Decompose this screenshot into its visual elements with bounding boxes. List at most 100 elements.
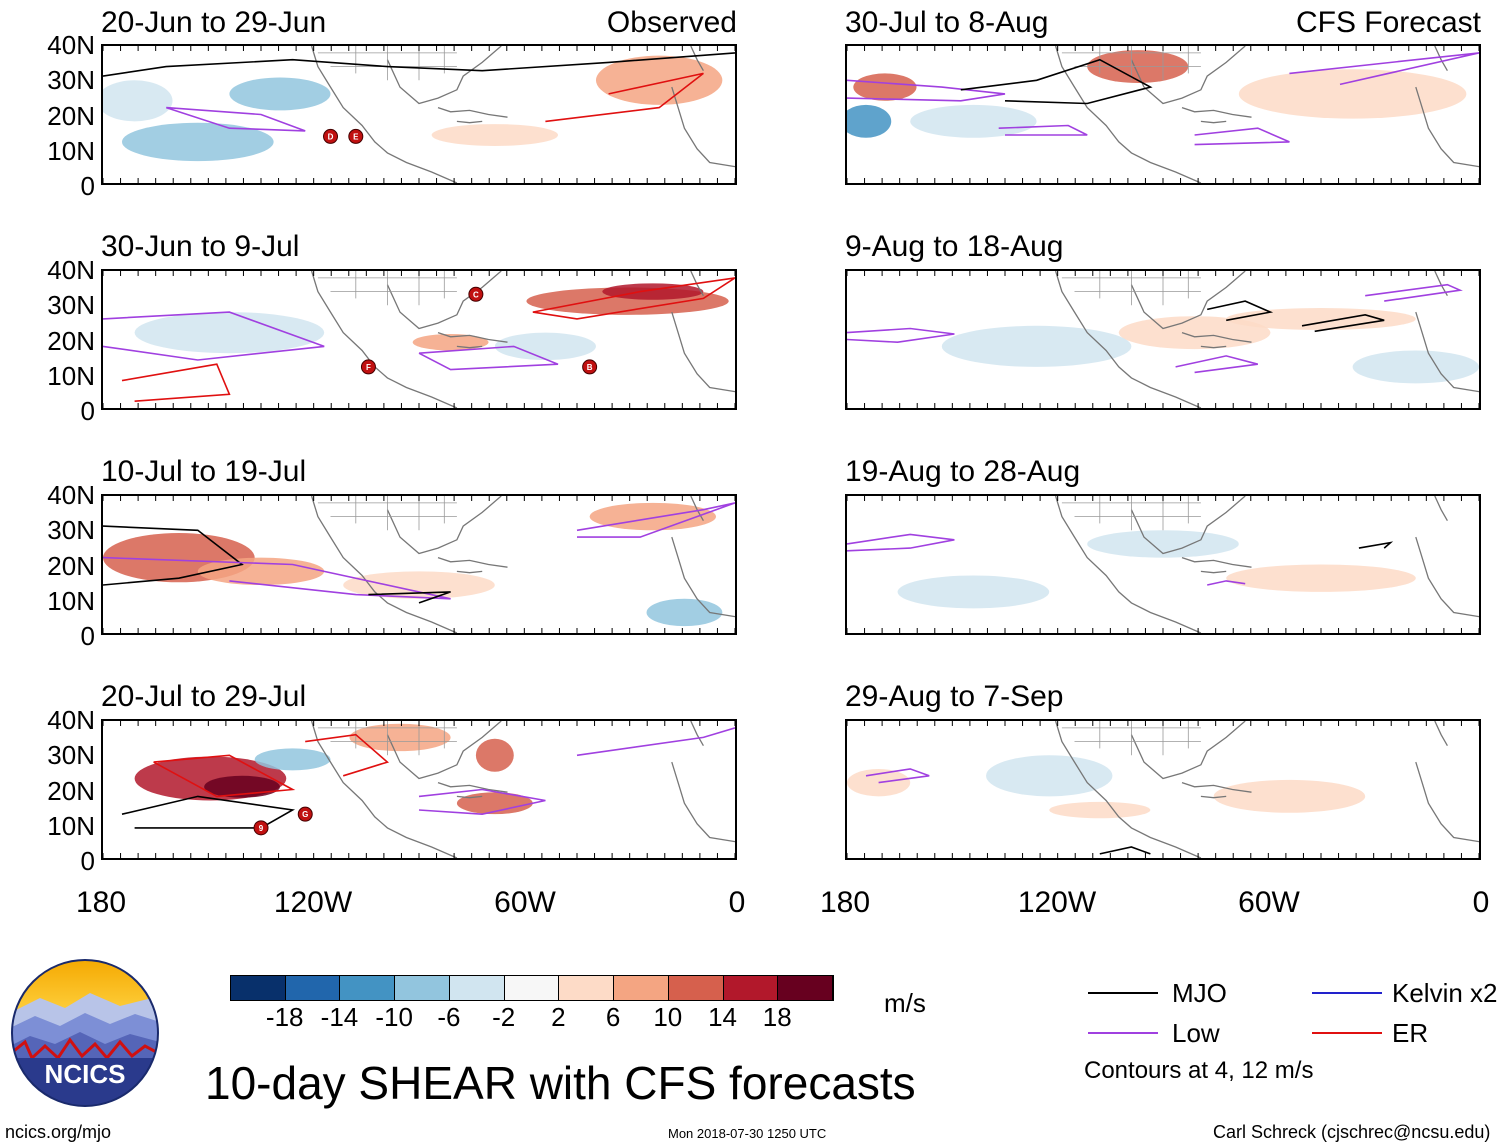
anomaly-shading [1226,307,1416,330]
coastline [690,721,704,747]
colorbar-swatch [449,976,505,1000]
svg-text:B: B [587,363,593,372]
lat-tick-label: 30N [47,515,95,546]
contour-line [576,727,735,757]
coastline [1434,721,1448,747]
coastline [456,345,483,349]
coastline [310,46,458,183]
coastline [456,570,483,574]
colorbar-tick-label: -6 [437,1002,461,1032]
colorbar-tick-label: 10 [653,1002,683,1032]
contour-line [103,556,451,600]
colorbar-swatch [614,976,669,1000]
contour-line [545,72,704,123]
observed-label: Observed [606,6,737,39]
coastline [1130,496,1246,555]
colorbar-tick-label: -2 [492,1002,516,1032]
lat-tick-label: 20N [47,775,95,806]
coastline [690,271,704,297]
anomaly-shading [494,332,596,361]
map-panel: C F B [101,269,737,410]
anomaly-shading [1049,801,1151,819]
lon-tick-label: 60W [1238,886,1300,919]
lat-tick-label: 0 [80,171,95,201]
contour-line [576,502,735,538]
coastline [456,795,483,799]
colorbar-swatch [559,976,615,1000]
lat-tick-label: 30N [47,290,95,321]
coastline [1434,496,1448,522]
coastline [386,46,502,105]
legend-label-low: Low [1172,1018,1220,1048]
lat-tick-label: 10N [47,360,95,391]
lat-tick-label: 40N [47,30,95,60]
lat-tick-label: 20N [47,325,95,356]
anomaly-shading [1352,350,1479,384]
coastline [1181,556,1252,568]
coastline [1415,86,1479,168]
lat-tick-label: 30N [47,65,95,96]
map-panel [845,44,1481,185]
map-panel [845,719,1481,860]
colorbar-swatch [504,976,560,1000]
map-panel [845,269,1481,410]
coastline [437,556,508,568]
site-link[interactable]: ncics.org/mjo [5,1122,112,1142]
colorbar-tick-label: 18 [762,1002,792,1032]
contour-line [1175,355,1259,374]
coastline [1130,46,1246,105]
colorbar-tick-label: 2 [551,1002,566,1032]
anomaly-shading [1087,530,1239,558]
contour-line [998,124,1088,136]
anomaly-shading [847,768,911,797]
coastline [1200,120,1227,124]
lat-tick-label: 0 [80,846,95,876]
lat-tick-label: 10N [47,810,95,841]
coastline [1200,795,1227,799]
anomaly-shading [847,104,892,138]
storm-marker: D [323,128,339,144]
panel-title: 20-Jun to 29-Jun [101,6,327,39]
coastline [1181,781,1252,793]
anomaly-shading [853,73,917,101]
lon-tick-label: 180 [75,886,127,919]
coastline [690,496,704,522]
panel-title: 30-Jul to 8-Aug [845,6,1049,39]
coastline [1130,271,1246,330]
logo-text: NCICS [45,1059,126,1089]
legend-line-er [1312,1032,1382,1034]
svg-text:F: F [366,363,371,372]
coastline [386,721,502,780]
anomaly-shading [941,325,1132,367]
contour-line [1194,127,1290,146]
lat-tick-label: 0 [80,621,95,651]
panel-title: 30-Jun to 9-Jul [101,230,300,263]
contour-line [103,525,244,586]
contour-line [1358,541,1394,549]
lon-tick-label: 0 [1472,886,1490,919]
panel-title: 10-Jul to 19-Jul [101,455,307,488]
coastline [310,496,458,633]
coastline [1434,46,1448,72]
contour-line [847,79,1006,102]
contour-line [165,106,306,132]
anomaly-shading [343,571,495,599]
coastline [437,781,508,793]
coastline [671,311,735,393]
contour-line [865,768,930,784]
lat-tick-label: 0 [80,396,95,426]
credit: Carl Schreck (cjschrec@ncsu.edu) [1213,1122,1491,1142]
coastline [386,496,502,555]
forecast-label: CFS Forecast [1295,6,1481,39]
contour-line [847,533,955,552]
timestamp: Mon 2018-07-30 1250 UTC [668,1126,827,1141]
colorbar-swatch [340,976,396,1000]
lat-tick-label: 20N [47,550,95,581]
storm-marker: G [297,806,313,822]
coastline [690,46,704,72]
panel-title: 20-Jul to 29-Jul [101,680,307,713]
lat-tick-label: 40N [47,480,95,510]
anomaly-shading [986,755,1113,797]
